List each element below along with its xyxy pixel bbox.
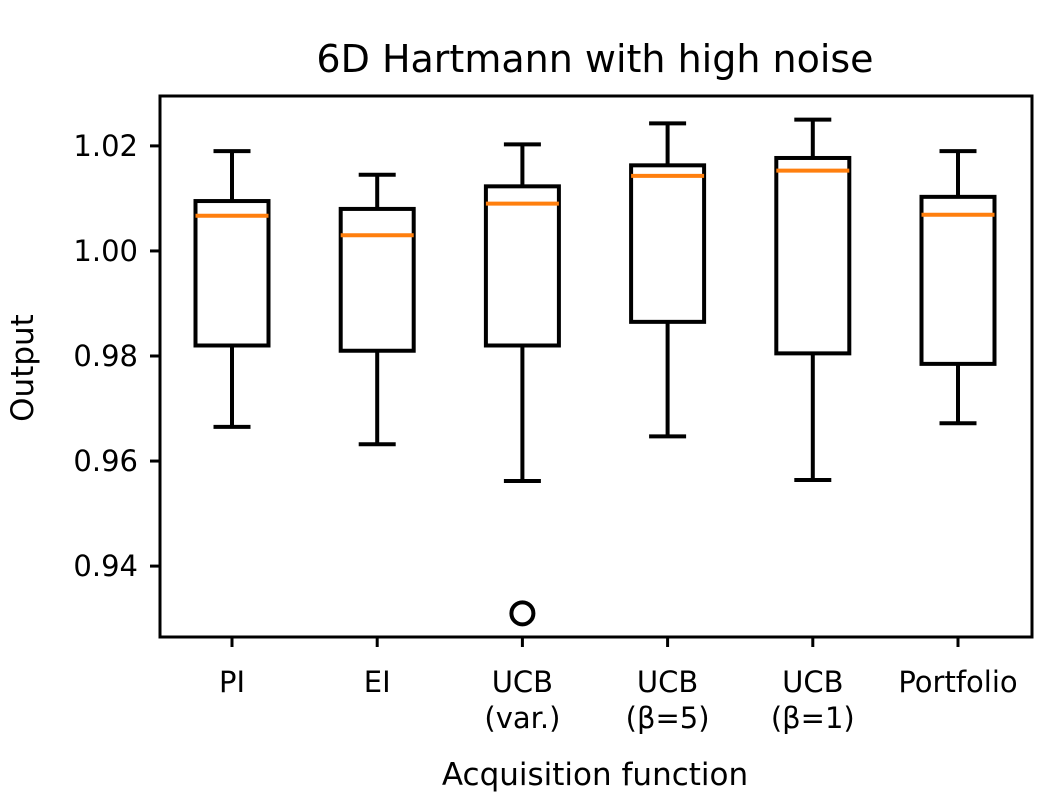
x-tick-label: UCB (β=5) — [626, 665, 710, 735]
iqr-box — [774, 155, 852, 356]
iqr-box — [919, 194, 997, 366]
x-tick-label: Portfolio — [898, 665, 1017, 699]
iqr-box — [193, 199, 271, 348]
y-tick-label: 0.96 — [73, 444, 138, 478]
y-tick-label: 1.02 — [73, 129, 138, 163]
y-tick-label: 0.94 — [73, 549, 138, 583]
x-axis-label: Acquisition function — [442, 757, 748, 793]
chart-title: 6D Hartmann with high noise — [316, 37, 873, 81]
iqr-box — [483, 184, 561, 348]
x-tick-label: PI — [219, 665, 245, 699]
iqr-box — [338, 206, 416, 353]
y-axis-label: Output — [5, 314, 41, 422]
outlier-point — [509, 600, 536, 627]
y-tick-label: 0.98 — [73, 339, 138, 373]
x-tick-label: EI — [364, 665, 391, 699]
x-tick-label: UCB (β=1) — [771, 665, 855, 735]
x-tick-label: UCB (var.) — [484, 665, 560, 735]
plot-frame — [158, 94, 1034, 639]
iqr-box — [629, 163, 707, 324]
y-tick-label: 1.00 — [73, 234, 138, 268]
